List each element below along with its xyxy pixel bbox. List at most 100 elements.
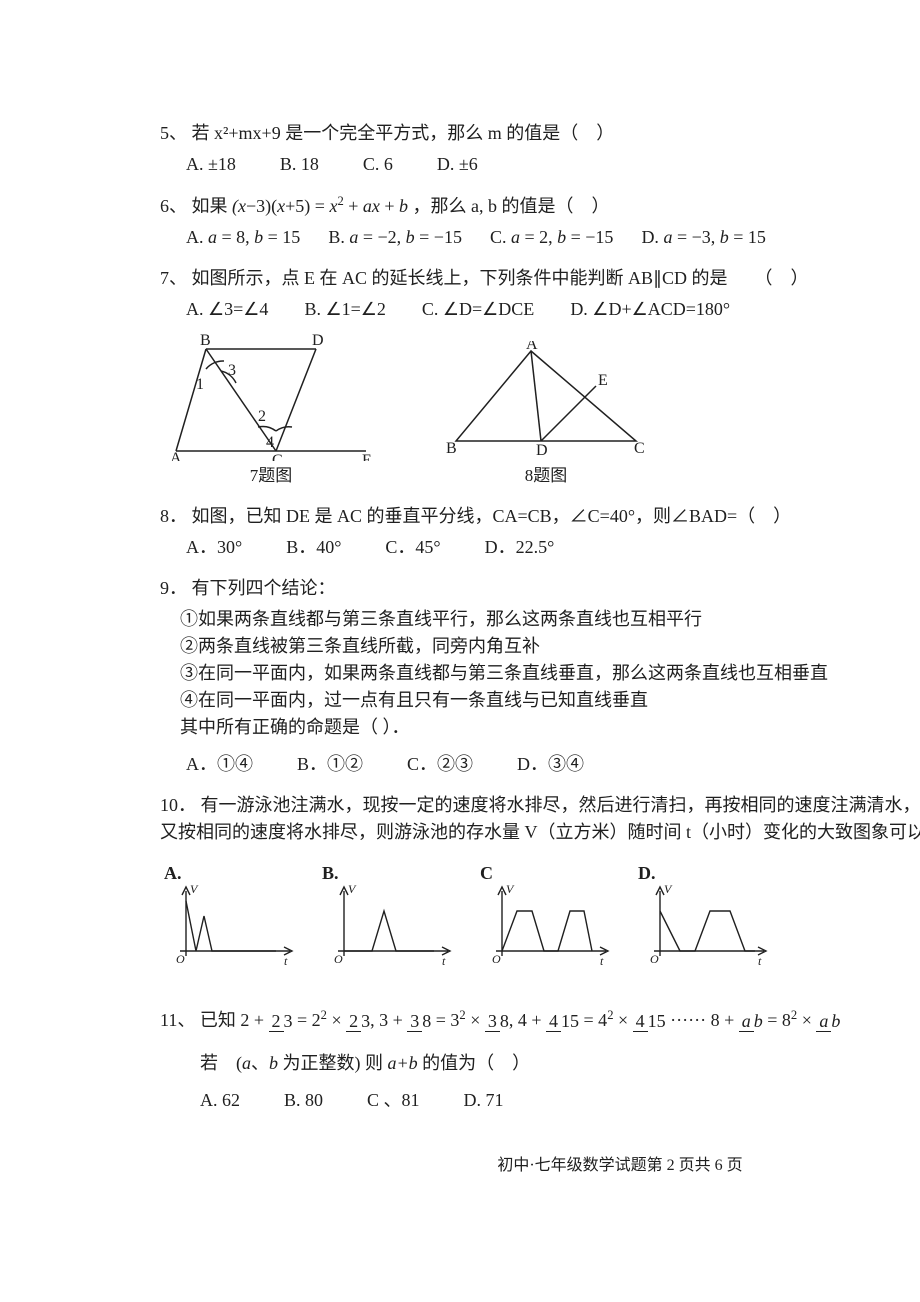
q9-options: A．①④ B．①② C．②③ D．③④ — [160, 751, 920, 778]
svg-text:O: O — [492, 952, 501, 966]
q6-opt-c: C. a = 2, b = −15 — [490, 224, 613, 251]
q10-choice-figs: A. OVt B. OVt C OVt D. OVt — [166, 854, 920, 971]
fig8-label-E: E — [598, 372, 608, 389]
q11-cond: 若 (a、b 为正整数) 则 a+b 的值为（ ） — [160, 1050, 920, 1077]
q9-stem: 9． 有下列四个结论： — [160, 575, 920, 602]
q11-options: A. 62 B. 80 C 、81 D. 71 — [160, 1087, 920, 1114]
q11-opt-c: C 、81 — [367, 1087, 420, 1114]
q9-item-2: ②两条直线被第三条直线所截，同旁内角互补 — [180, 633, 920, 660]
q10-fig-b: B. O Vt — [324, 854, 454, 971]
q9-opt-b: B．①② — [297, 751, 363, 778]
figure-8: A B C D E 8题图 — [436, 341, 656, 489]
svg-text:V: V — [348, 882, 357, 896]
fig7-label-1: 1 — [196, 376, 204, 393]
q9-number: 9． — [160, 578, 187, 598]
figure-8-caption: 8题图 — [436, 463, 656, 489]
q7-opt-d: D. ∠D+∠ACD=180° — [570, 296, 730, 323]
q8-opt-a: A．30° — [186, 534, 242, 561]
q10-svg-c: O Vt — [482, 881, 612, 971]
fig7-label-A: A — [170, 450, 182, 461]
svg-text:O: O — [334, 952, 343, 966]
q11-seq: 2 + 23 = 22 × 23, 3 + 38 = 32 × 38, 4 + … — [240, 1010, 840, 1030]
svg-text:V: V — [506, 882, 515, 896]
q5-opt-a: A. ±18 — [186, 151, 236, 178]
question-10: 10． 有一游泳池注满水，现按一定的速度将水排尽，然后进行清扫，再按相同的速度注… — [160, 792, 920, 971]
q10-label-b: B. — [322, 860, 339, 887]
q11-lead: 已知 — [200, 1010, 241, 1030]
q9-item-1: ①如果两条直线都与第三条直线平行，那么这两条直线也互相平行 — [180, 606, 920, 633]
question-7: 7、 如图所示，点 E 在 AC 的延长线上，下列条件中能判断 AB∥CD 的是… — [160, 265, 920, 489]
q5-opt-c: C. 6 — [363, 151, 393, 178]
q11-opt-b: B. 80 — [284, 1087, 323, 1114]
fig7-label-3: 3 — [228, 362, 236, 379]
q8-opt-c: C．45° — [385, 534, 440, 561]
q6-number: 6、 — [160, 196, 187, 216]
q11-opt-a: A. 62 — [200, 1087, 240, 1114]
figure-7-caption: 7题图 — [166, 463, 376, 489]
q9-opt-c: C．②③ — [407, 751, 473, 778]
fig7-label-E: E — [362, 452, 372, 461]
svg-text:t: t — [442, 954, 446, 968]
svg-text:V: V — [190, 882, 199, 896]
q5-text: 若 x²+mx+9 是一个完全平方式，那么 m 的值是（ ） — [192, 123, 615, 143]
q10-label-d: D. — [638, 860, 656, 887]
q9-text: 有下列四个结论： — [192, 578, 336, 598]
fig7-label-4: 4 — [266, 434, 274, 451]
fig7-label-B: B — [200, 332, 211, 349]
q6-stem: 6、 如果 (x−3)(x+5) = x2 + ax + b ，那么 a, b … — [160, 192, 920, 220]
q7-text: 如图所示，点 E 在 AC 的延长线上，下列条件中能判断 AB∥CD 的是 （ … — [192, 268, 809, 288]
q10-fig-d: D. OVt — [640, 854, 770, 971]
q9-item-3: ③在同一平面内，如果两条直线都与第三条直线垂直，那么这两条直线也互相垂直 — [180, 660, 920, 687]
q7-opt-c: C. ∠D=∠DCE — [422, 296, 534, 323]
q6-post: ，那么 a, b 的值是（ ） — [413, 196, 610, 216]
q10-fig-c: C O Vt — [482, 854, 612, 971]
svg-text:V: V — [664, 882, 673, 896]
q8-options: A．30° B．40° C．45° D．22.5° — [160, 534, 920, 561]
q9-opt-d: D．③④ — [517, 751, 584, 778]
figure-8-svg: A B C D E — [436, 341, 656, 461]
q7-opt-b: B. ∠1=∠2 — [304, 296, 385, 323]
svg-text:t: t — [758, 954, 762, 968]
fig7-label-2: 2 — [258, 408, 266, 425]
q11-stem: 11、 已知 2 + 23 = 22 × 23, 3 + 38 = 32 × 3… — [160, 1001, 920, 1041]
q6-expr: (x−3)(x+5) = x2 + ax + b — [232, 196, 408, 216]
q11-cond-text: 若 (a、b 为正整数) 则 a+b 的值为（ ） — [200, 1053, 530, 1073]
q10-text: 有一游泳池注满水，现按一定的速度将水排尽，然后进行清扫，再按相同的速度注满清水，… — [160, 795, 920, 842]
q6-opt-d: D. a = −3, b = 15 — [641, 224, 765, 251]
q7-stem: 7、 如图所示，点 E 在 AC 的延长线上，下列条件中能判断 AB∥CD 的是… — [160, 265, 920, 292]
q7-number: 7、 — [160, 268, 187, 288]
q10-label-a: A. — [164, 860, 182, 887]
q7-opt-a: A. ∠3=∠4 — [186, 296, 268, 323]
figure-7-svg: A B C D E 1 2 3 4 — [166, 331, 376, 461]
question-9: 9． 有下列四个结论： ①如果两条直线都与第三条直线平行，那么这两条直线也互相平… — [160, 575, 920, 778]
q10-number: 10． — [160, 795, 196, 815]
q9-tail: 其中所有正确的命题是（ ）． — [180, 714, 920, 741]
q10-stem: 10． 有一游泳池注满水，现按一定的速度将水排尽，然后进行清扫，再按相同的速度注… — [160, 792, 920, 846]
fig8-label-D: D — [536, 442, 548, 459]
q10-svg-b: O Vt — [324, 881, 454, 971]
svg-text:t: t — [600, 954, 604, 968]
question-8: 8． 如图，已知 DE 是 AC 的垂直平分线，CA=CB，∠C=40°，则∠B… — [160, 503, 920, 561]
q5-options: A. ±18 B. 18 C. 6 D. ±6 — [160, 151, 920, 178]
q6-options: A. a = 8, b = 15 B. a = −2, b = −15 C. a… — [160, 224, 920, 251]
q9-items: ①如果两条直线都与第三条直线平行，那么这两条直线也互相平行 ②两条直线被第三条直… — [160, 606, 920, 741]
q10-label-c: C — [480, 860, 493, 887]
figure-7: A B C D E 1 2 3 4 7题图 — [166, 331, 376, 489]
q8-text: 如图，已知 DE 是 AC 的垂直平分线，CA=CB，∠C=40°，则∠BAD=… — [192, 506, 792, 526]
q9-opt-a: A．①④ — [186, 751, 253, 778]
q9-item-4: ④在同一平面内，过一点有且只有一条直线与已知直线垂直 — [180, 687, 920, 714]
question-11: 11、 已知 2 + 23 = 22 × 23, 3 + 38 = 32 × 3… — [160, 1001, 920, 1115]
q6-pre: 如果 — [192, 196, 233, 216]
q11-opt-d: D. 71 — [464, 1087, 504, 1114]
fig7-label-C: C — [272, 452, 283, 461]
q8-opt-b: B．40° — [286, 534, 341, 561]
fig8-label-B: B — [446, 440, 457, 457]
page-footer: 初中·七年级数学试题第 2 页共 6 页 — [160, 1154, 920, 1178]
q8-stem: 8． 如图，已知 DE 是 AC 的垂直平分线，CA=CB，∠C=40°，则∠B… — [160, 503, 920, 530]
q10-svg-d: OVt — [640, 881, 770, 971]
fig8-label-A: A — [526, 341, 538, 353]
q5-opt-d: D. ±6 — [437, 151, 478, 178]
question-6: 6、 如果 (x−3)(x+5) = x2 + ax + b ，那么 a, b … — [160, 192, 920, 251]
q8-number: 8． — [160, 506, 187, 526]
q7-8-figures: A B C D E 1 2 3 4 7题图 — [166, 331, 920, 489]
